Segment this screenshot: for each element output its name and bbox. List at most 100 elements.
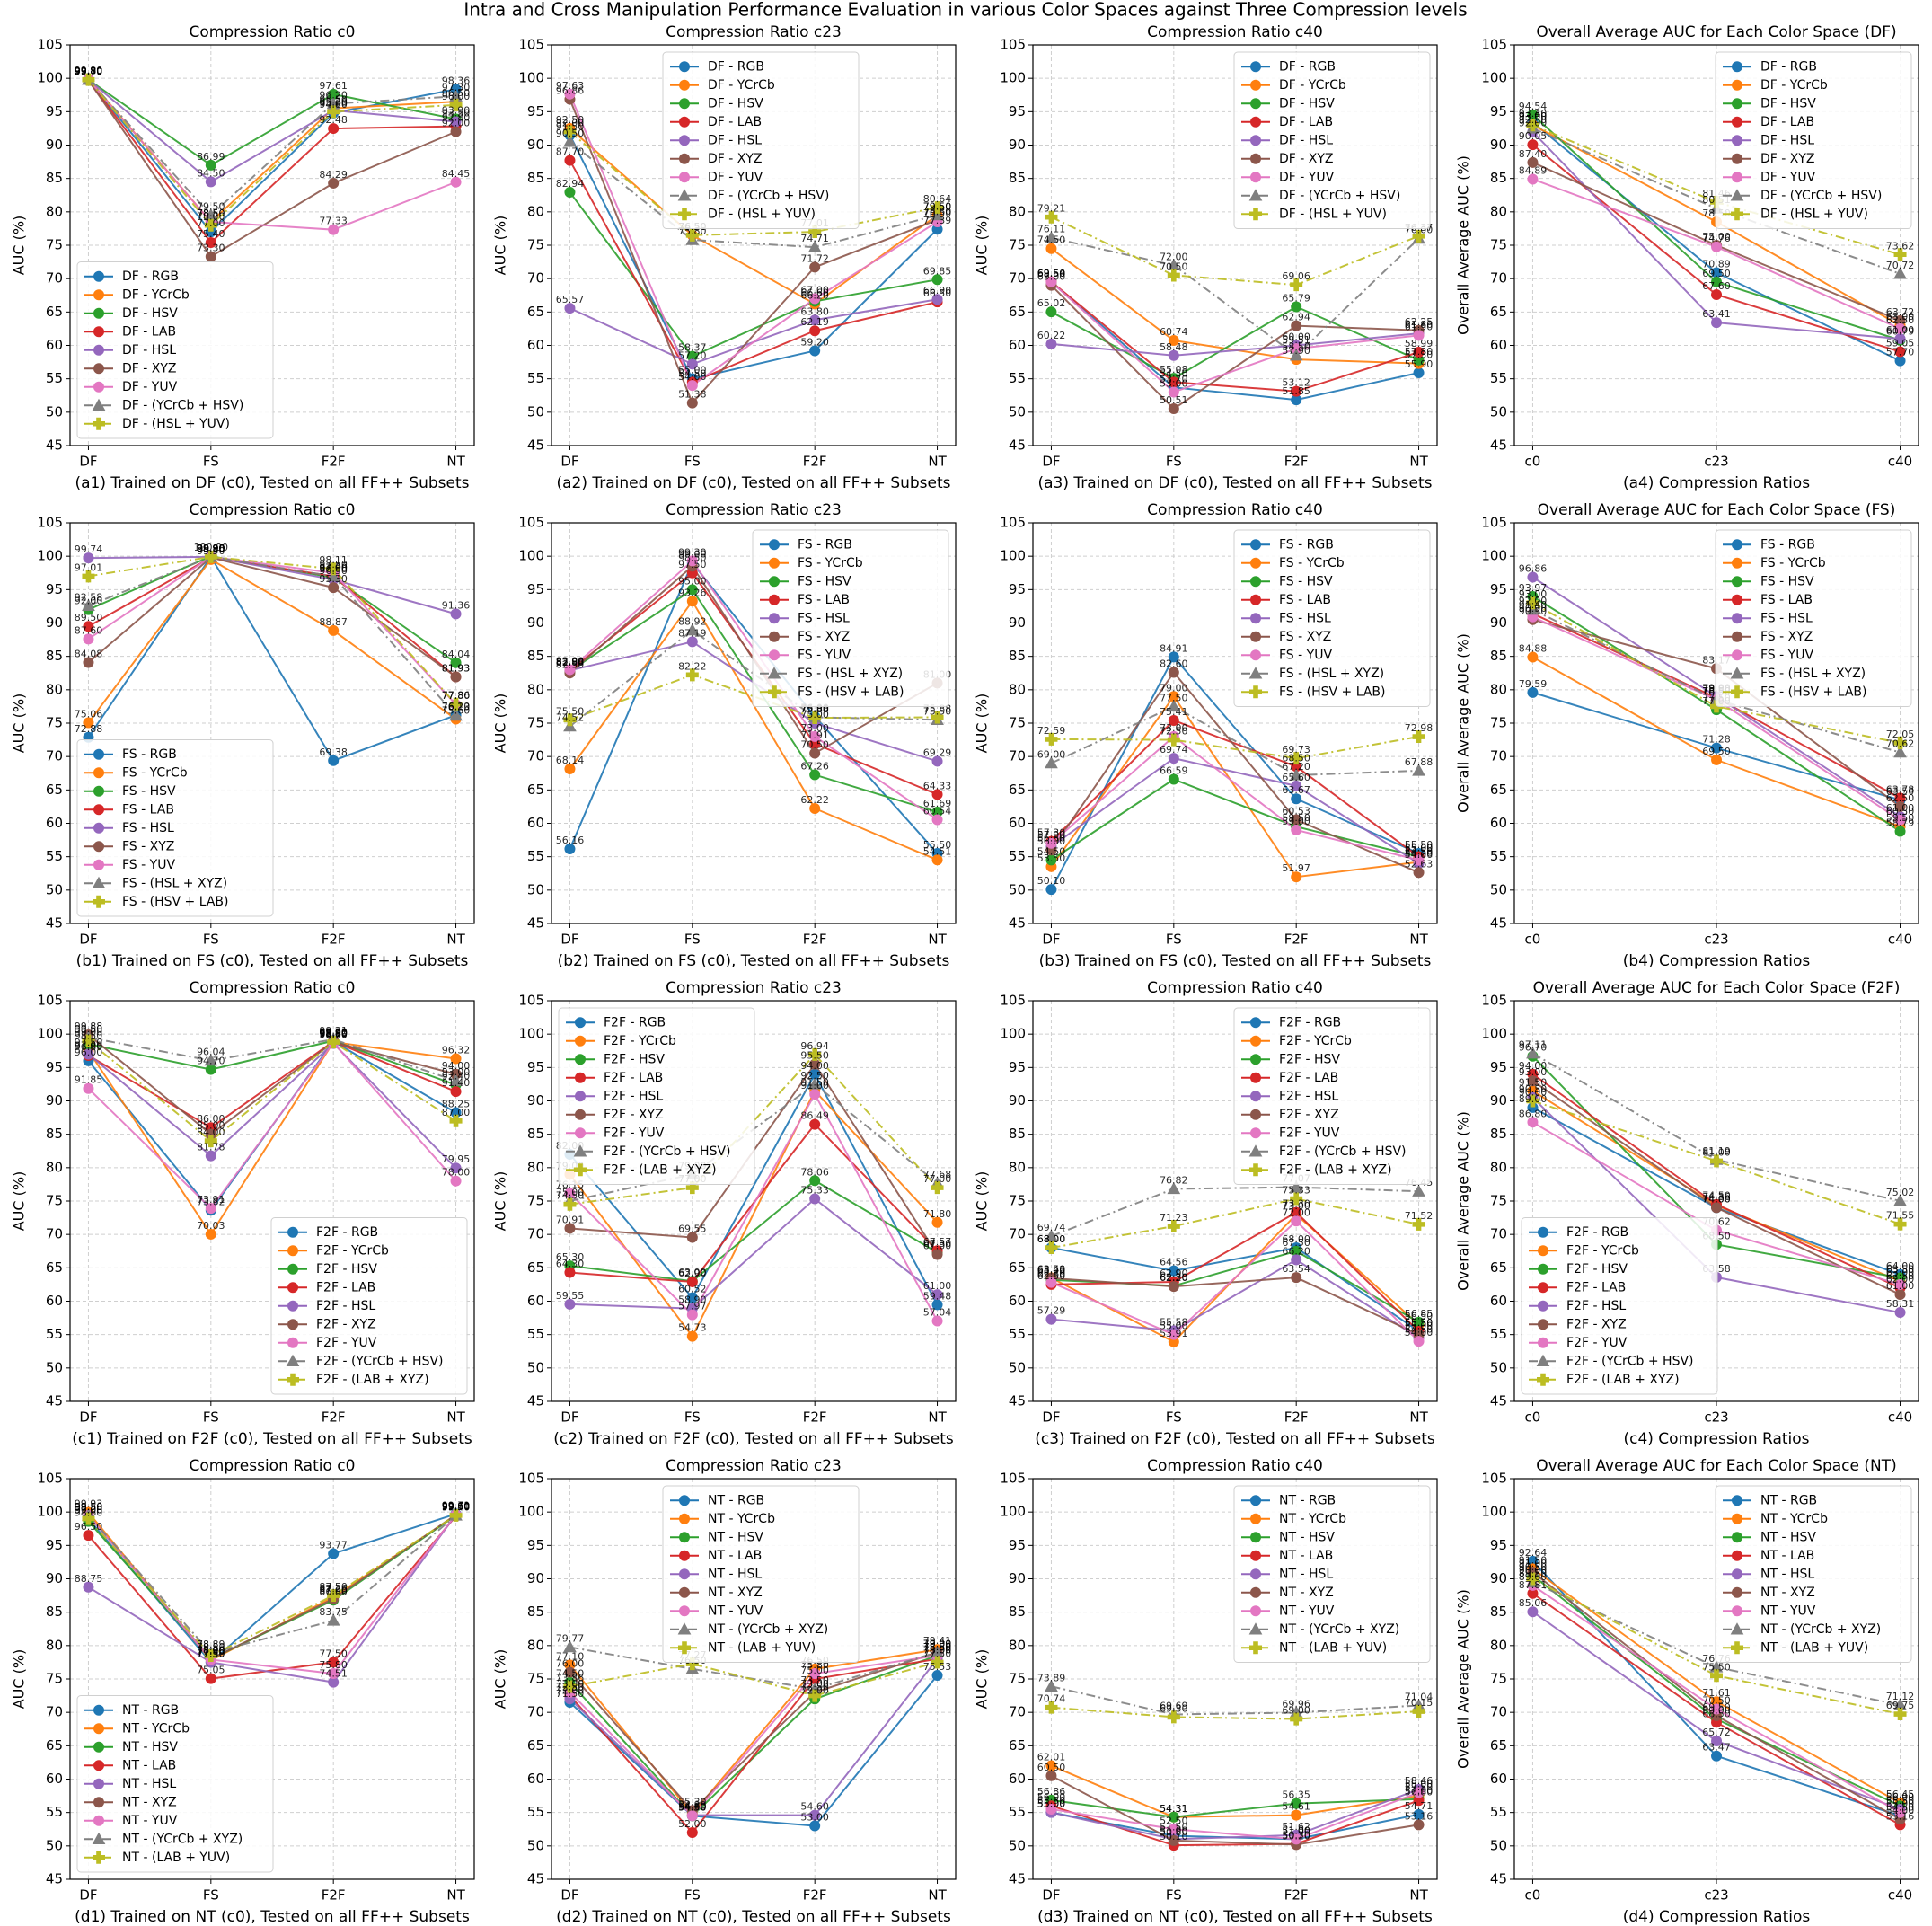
data-point [1894, 800, 1906, 812]
data-label: 66.59 [1160, 765, 1188, 777]
data-point [931, 854, 943, 866]
data-label: 58.99 [1405, 338, 1434, 349]
data-label: 88.87 [319, 616, 348, 628]
data-label: 57.90 [1282, 345, 1310, 357]
x-tick-label: NT [1409, 932, 1428, 948]
legend: DF - RGB DF - YCrCb DF - HSV DF - LAB DF - H… [1233, 51, 1431, 229]
legend-label: DF - RGB [1760, 59, 1817, 74]
data-label: 98.11 [319, 554, 348, 566]
y-tick-label: 90 [46, 614, 63, 631]
data-label: 91.36 [442, 599, 471, 611]
y-tick-label: 55 [1490, 1804, 1507, 1820]
data-label: 96.50 [75, 1521, 103, 1533]
data-label: 54.00 [1405, 849, 1434, 861]
data-label: 61.00 [1886, 802, 1915, 814]
x-tick-label: FS [684, 1409, 701, 1426]
legend-marker [1250, 557, 1261, 569]
legend-label: F2F - HSV [1279, 1052, 1340, 1066]
y-tick-label: 70 [46, 270, 63, 287]
x-tick-label: DF [1042, 454, 1060, 470]
legend-label: NT - HSV [1279, 1530, 1335, 1544]
data-label: 69.75 [1886, 1700, 1915, 1711]
legend-label: DF - YUV [708, 170, 763, 184]
data-point [931, 814, 943, 826]
legend: F2F - RGB F2F - YCrCb F2F - HSV F2F - LAB F2… [1521, 1217, 1718, 1395]
y-tick-label: 70 [46, 748, 63, 764]
legend-box [270, 1217, 468, 1395]
y-tick-label: 70 [1490, 1704, 1507, 1720]
legend-label: NT - YCrCb [708, 1512, 775, 1526]
data-label: 69.00 [1037, 749, 1066, 761]
data-label: 87.19 [678, 627, 707, 639]
data-label: 93.50 [442, 107, 471, 119]
data-label: 62.19 [800, 316, 829, 328]
data-label: 86.80 [1519, 1108, 1548, 1119]
y-tick-label: 70 [46, 1704, 63, 1720]
data-label: 69.38 [319, 747, 348, 758]
legend-label: DF - LAB [122, 324, 176, 339]
legend-label: NT - (YCrCb + XYZ) [122, 1832, 243, 1846]
y-tick-label: 75 [46, 715, 63, 731]
legend-marker [1250, 631, 1261, 642]
data-label: 71.91 [800, 729, 829, 741]
y-tick-label: 90 [1490, 1092, 1507, 1109]
y-tick-label: 60 [1009, 337, 1026, 353]
data-point [564, 763, 576, 774]
legend-marker [1250, 539, 1261, 551]
y-tick-label: 85 [1009, 1604, 1026, 1620]
y-tick-label: 75 [1009, 237, 1026, 253]
data-label: 65.60 [1282, 772, 1310, 783]
series-line [1050, 719, 1420, 858]
y-tick-label: 80 [527, 203, 544, 219]
series-line [1050, 305, 1419, 380]
data-point [83, 1048, 94, 1060]
y-tick-label: 105 [518, 993, 544, 1009]
y-tick-label: 65 [527, 782, 544, 798]
legend: FS - RGB FS - YCrCb FS - HSV FS - LAB FS - H… [76, 739, 274, 917]
data-point [450, 126, 462, 137]
legend-marker [287, 1373, 299, 1386]
data-label: 54.60 [800, 1801, 829, 1813]
y-tick-label: 70 [527, 1226, 544, 1242]
y-tick-label: 50 [1490, 1837, 1507, 1853]
legend-label: DF - HSV [1760, 96, 1816, 110]
y-tick-label: 55 [46, 370, 63, 386]
data-label: 72.98 [1405, 722, 1434, 734]
y-tick-label: 95 [1490, 103, 1507, 119]
legend-marker [769, 539, 780, 551]
legend-marker [575, 1091, 586, 1102]
data-label: 69.50 [1037, 268, 1066, 279]
data-label: 58.31 [1886, 1298, 1915, 1310]
y-axis-label: AUC (%) [974, 1649, 991, 1710]
data-label: 98.36 [442, 75, 471, 86]
data-point [205, 176, 216, 188]
legend-marker [769, 594, 780, 605]
x-tick-label: FS [684, 932, 701, 948]
y-tick-label: 95 [527, 1059, 544, 1075]
data-label: 72.88 [75, 723, 103, 735]
data-point [1289, 349, 1303, 361]
legend-marker [1250, 1109, 1261, 1120]
data-point [1045, 732, 1058, 746]
data-label: 57.29 [1037, 1305, 1066, 1317]
legend-label: F2F - RGB [604, 1015, 666, 1029]
y-tick-label: 65 [527, 304, 544, 320]
data-label: 90.50 [1519, 605, 1548, 617]
y-tick-label: 90 [46, 1570, 63, 1586]
data-label: 51.38 [678, 389, 707, 401]
data-label: 57.20 [678, 349, 707, 361]
data-label: 93.90 [442, 105, 471, 117]
legend-marker [93, 1704, 104, 1716]
data-label: 87.00 [442, 1107, 471, 1118]
data-label: 98.50 [678, 552, 707, 563]
data-label: 98.80 [319, 1028, 348, 1039]
subplot: Compression Ratio c23 (b2) Trained on FS … [492, 501, 957, 970]
data-point [563, 713, 577, 727]
legend-label: F2F - YCrCb [1566, 1243, 1639, 1258]
x-axis-label: (a1) Trained on DF (c0), Tested on all F… [75, 474, 469, 492]
y-tick-label: 50 [527, 881, 544, 897]
data-label: 92.00 [1519, 118, 1548, 129]
legend-label: F2F - RGB [1279, 1015, 1341, 1029]
data-label: 69.54 [1037, 268, 1066, 279]
data-point [686, 1330, 698, 1342]
